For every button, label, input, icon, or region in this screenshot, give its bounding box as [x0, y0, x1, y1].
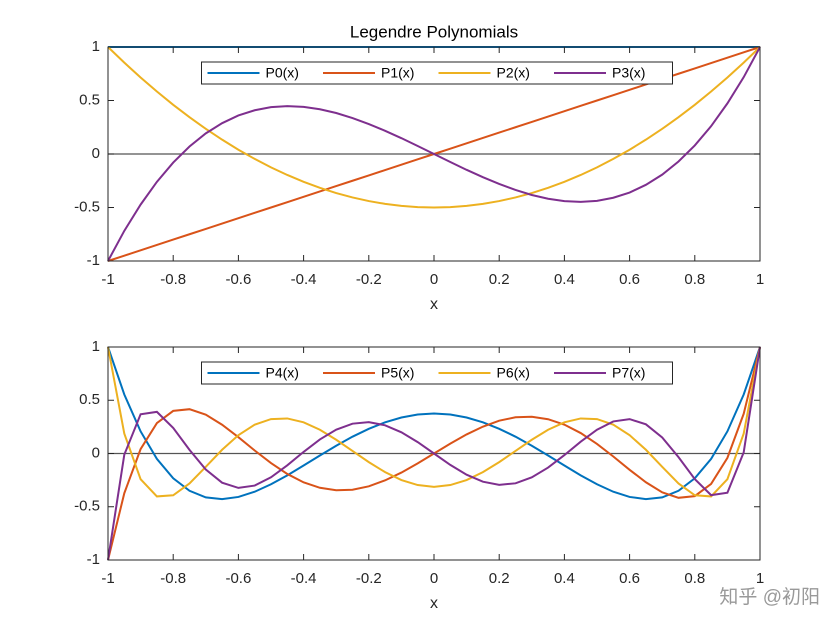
axes: -1 -0.8 -0.6 -0.4 -0.2 0 0.2 0.4 0.6 0.8 1 -1 -0.5 0 0…	[74, 338, 764, 612]
x-tick-label: 0	[430, 271, 438, 288]
legend-box	[201, 361, 673, 385]
x-tick-label: -0.8	[160, 271, 186, 288]
x-tick-label: 0.8	[684, 271, 705, 288]
x-tick-label: -0.6	[225, 570, 251, 587]
series-line	[107, 346, 761, 501]
legend-label: P4(x)	[266, 365, 299, 381]
x-tick-label: 0.2	[489, 570, 510, 587]
y-tick-label: -0.5	[74, 498, 100, 515]
y-tick-label: -1	[87, 252, 100, 269]
x-tick-label: -0.8	[160, 570, 186, 587]
legend-label: P7(x)	[612, 365, 645, 381]
axes: Legendre Polynomials -1 -0.8 -0.6 -0.4 -0.2 0 0…	[74, 22, 764, 313]
y-tick-label: 0	[92, 444, 100, 461]
legend: P0(x) P1(x) P2(x) P3(x)	[201, 61, 673, 85]
x-tick-label: 0.6	[619, 570, 640, 587]
x-tick-label: 1	[756, 271, 764, 288]
legend-label: P1(x)	[381, 65, 414, 81]
x-tick-label: -1	[101, 570, 114, 587]
x-axis-label: x	[430, 296, 438, 313]
y-tick-label: 0	[92, 145, 100, 162]
x-tick-label: 0.8	[684, 570, 705, 587]
series-line	[107, 46, 761, 209]
legend-label: P0(x)	[266, 65, 299, 81]
x-tick-label: -1	[101, 271, 114, 288]
y-tick-label: 1	[92, 38, 100, 55]
legend-label: P2(x)	[497, 65, 530, 81]
x-tick-label: -0.4	[291, 271, 317, 288]
legend-box	[201, 61, 673, 85]
x-tick-label: 0.2	[489, 271, 510, 288]
y-tick-label: 1	[92, 338, 100, 355]
x-tick-label: -0.6	[225, 271, 251, 288]
legend-label: P6(x)	[497, 365, 530, 381]
y-tick-label: -1	[87, 551, 100, 568]
x-tick-label: -0.2	[356, 570, 382, 587]
chart-title: Legendre Polynomials	[350, 22, 518, 41]
watermark: 知乎 @初阳	[719, 586, 820, 608]
x-tick-label: 1	[756, 570, 764, 587]
series-line	[107, 46, 761, 262]
y-tick-label: 0.5	[79, 91, 100, 108]
y-tick-label: 0.5	[79, 391, 100, 408]
series-line	[107, 346, 761, 498]
x-tick-label: 0.6	[619, 271, 640, 288]
series-line	[107, 346, 761, 561]
x-tick-label: 0	[430, 570, 438, 587]
y-tick-label: -0.5	[74, 198, 100, 215]
x-tick-label: -0.4	[291, 570, 317, 587]
legend: P4(x) P5(x) P6(x) P7(x)	[201, 361, 673, 385]
x-tick-label: 0.4	[554, 271, 575, 288]
x-tick-label: -0.2	[356, 271, 382, 288]
legend-label: P5(x)	[381, 365, 414, 381]
x-tick-label: 0.4	[554, 570, 575, 587]
x-axis-label: x	[430, 595, 438, 612]
legend-label: P3(x)	[612, 65, 645, 81]
